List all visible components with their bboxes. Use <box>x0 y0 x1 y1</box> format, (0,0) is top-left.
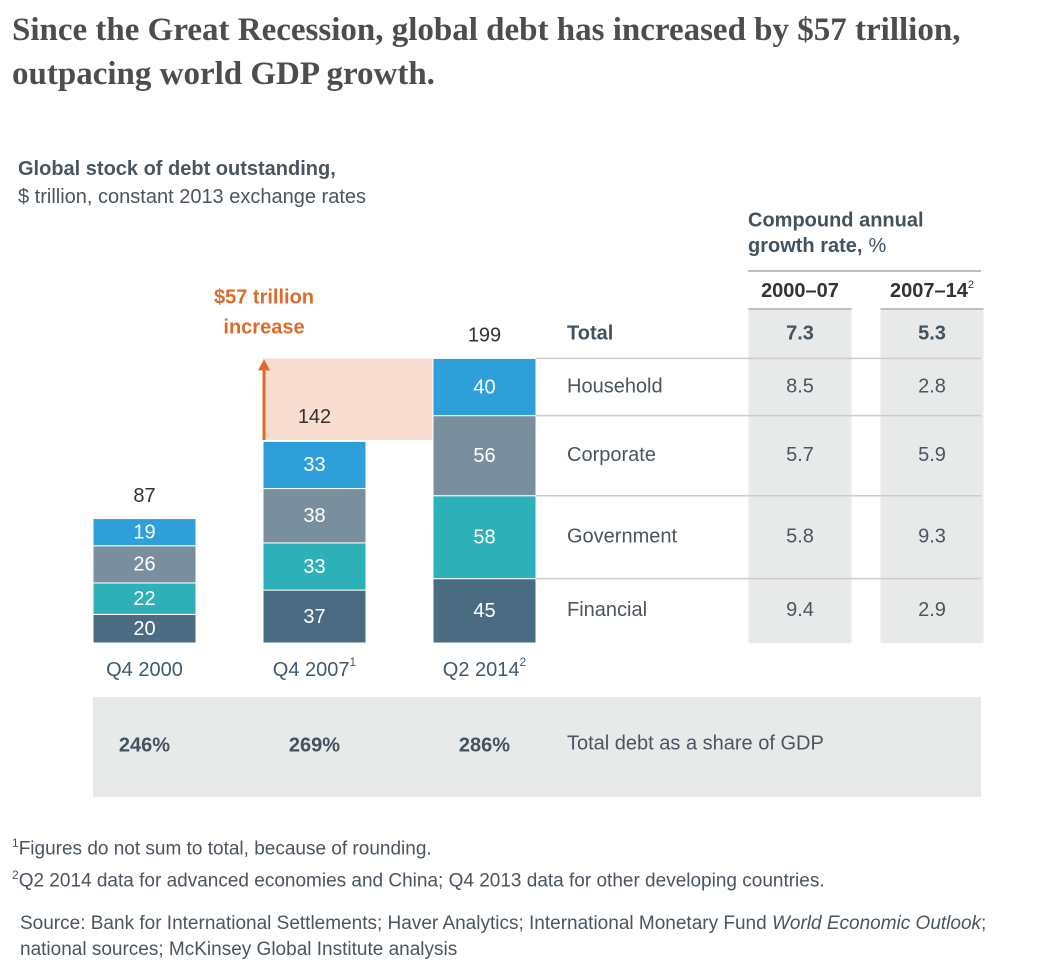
column-header: 2000–07 <box>761 280 839 302</box>
source-text: ; national sources; McKinsey Global Inst… <box>20 912 987 960</box>
column-background <box>880 310 984 643</box>
source-publication: World Economic Outlook <box>771 912 982 934</box>
bar-segment <box>432 357 537 417</box>
footer: 1Figures do not sum to total, because of… <box>12 830 1042 963</box>
category: Q4 2000 <box>106 659 183 681</box>
gdp-share-box <box>93 697 981 797</box>
bar-segment <box>262 488 367 544</box>
bar-segment <box>262 589 367 644</box>
x-tick-label: Q4 20071 <box>273 655 357 681</box>
gdp-share-value: 286% <box>459 734 510 756</box>
growth-title-main: growth rate, <box>748 235 862 257</box>
growth-value: 9.4 <box>786 599 814 621</box>
bar-segment <box>432 578 537 644</box>
column-note: 2 <box>968 279 974 291</box>
footnote-text: Q2 2014 data for advanced economies and … <box>18 870 825 892</box>
segment-label: 38 <box>303 505 325 527</box>
column-label: 2000–07 <box>761 280 839 302</box>
column-background <box>748 310 852 643</box>
x-tick-label: Q4 2000 <box>106 659 183 681</box>
segment-label: 22 <box>133 588 155 610</box>
total-label: 142 <box>298 406 331 428</box>
bar-segment <box>432 495 537 580</box>
category: Q2 2014 <box>443 659 520 681</box>
legend-label: Government <box>567 525 677 547</box>
bar-segment <box>432 415 537 497</box>
gdp-share-label: Total debt as a share of GDP <box>567 732 824 754</box>
annotation: increase <box>223 316 304 338</box>
annotation: $57 trillion <box>214 286 314 308</box>
bar-segment <box>92 518 197 547</box>
chart-subtitle: $ trillion, constant 2013 exchange rates <box>18 186 366 208</box>
growth-value: 5.7 <box>786 444 814 466</box>
gdp-share-value: 246% <box>119 734 170 756</box>
category-note: 2 <box>520 655 527 669</box>
segment-label: 33 <box>303 454 325 476</box>
total-label: 199 <box>468 325 501 347</box>
source: Source: Bank for International Settlemen… <box>12 911 1035 963</box>
increase-arrowhead <box>258 359 270 371</box>
total-label: 87 <box>133 485 155 507</box>
growth-value: 7.3 <box>786 322 814 344</box>
bar-segment <box>92 545 197 584</box>
growth-value: 9.3 <box>918 525 946 547</box>
gdp-share-value: 269% <box>289 734 340 756</box>
segment-label: 26 <box>133 554 155 576</box>
growth-value: 8.5 <box>786 375 814 397</box>
growth-value: 5.9 <box>918 444 946 466</box>
growth-title: Compound annual <box>748 209 924 231</box>
increase-band <box>263 358 433 440</box>
segment-label: 40 <box>473 376 495 398</box>
growth-title: growth rate,% <box>748 235 886 257</box>
segment-label: 58 <box>473 526 495 548</box>
segment-label: 37 <box>303 606 325 628</box>
chart-title-block: Global stock of debt outstanding, $ tril… <box>18 155 366 211</box>
segment-label: 20 <box>133 618 155 640</box>
column-label: 2007–14 <box>890 280 969 302</box>
growth-title-unit: % <box>868 235 886 257</box>
legend-label: Financial <box>567 599 647 621</box>
category-note: 1 <box>350 655 357 669</box>
legend-label: Household <box>567 375 663 397</box>
footnote-mark: 2 <box>12 868 19 883</box>
bar-segment <box>92 613 197 644</box>
legend-label: Corporate <box>567 444 656 466</box>
growth-value: 5.3 <box>918 322 946 344</box>
footnote: 1Figures do not sum to total, because of… <box>12 830 1042 862</box>
x-tick-label: Q2 20142 <box>443 655 527 681</box>
growth-value: 5.8 <box>786 525 814 547</box>
column-header: 2007–142 <box>890 279 974 302</box>
footnote-text: Figures do not sum to total, because of … <box>18 838 432 860</box>
segment-label: 56 <box>473 445 495 467</box>
bar-segment <box>262 440 367 490</box>
bar-segment <box>262 542 367 591</box>
source-text: Source: Bank for International Settlemen… <box>20 912 772 934</box>
growth-value: 2.8 <box>918 375 946 397</box>
footnote-mark: 1 <box>12 836 19 850</box>
bar-segment <box>92 582 197 615</box>
growth-value: 2.9 <box>918 599 946 621</box>
footnote: 2Q2 2014 data for advanced economies and… <box>12 862 1042 894</box>
category: Q4 2007 <box>273 659 350 681</box>
chart-title: Global stock of debt outstanding, <box>18 158 336 180</box>
segment-label: 45 <box>473 600 495 622</box>
segment-label: 33 <box>303 556 325 578</box>
segment-label: 19 <box>133 521 155 543</box>
headline: Since the Great Recession, global debt h… <box>12 12 961 92</box>
row-label: Total <box>567 322 613 344</box>
